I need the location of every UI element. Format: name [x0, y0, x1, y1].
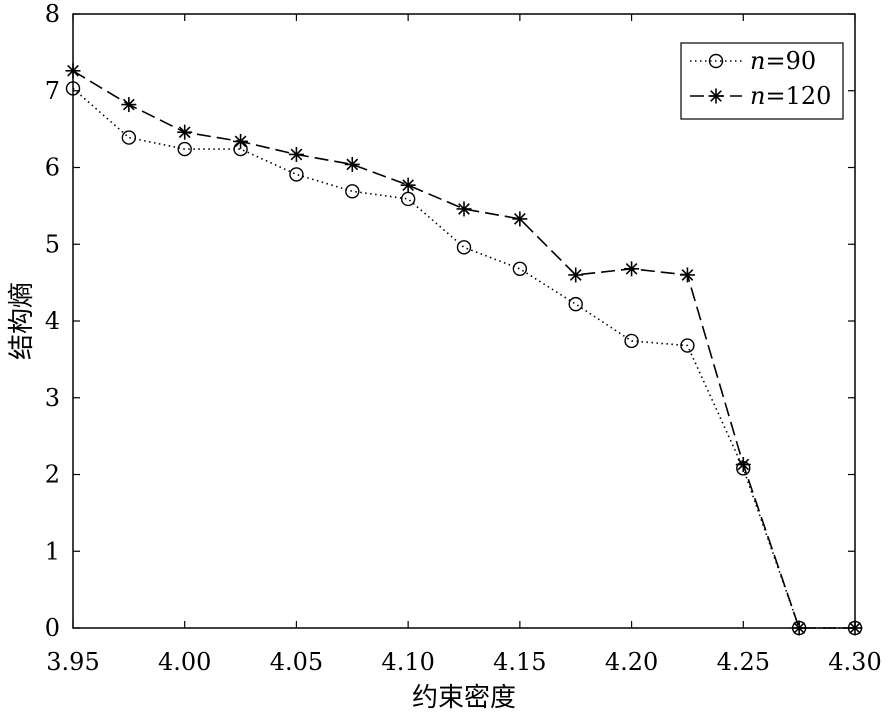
- x-tick-label: 4.30: [828, 648, 881, 676]
- series-line-0: [72, 87, 855, 629]
- x-tick-labels: 3.95 4.00 4.05 4.10 4.15 4.20 4.25 4.30: [46, 648, 881, 676]
- x-tick-label: 4.20: [605, 648, 658, 676]
- y-tick-label: 6: [45, 154, 60, 182]
- data-point-star: [121, 97, 137, 113]
- legend-marker-star: [708, 88, 724, 104]
- series-line-1: [72, 70, 855, 629]
- data-point-circle: [177, 141, 192, 157]
- data-point-star: [177, 124, 193, 140]
- data-point-star: [512, 211, 528, 227]
- data-point-star: [400, 177, 416, 193]
- data-point-circle: [345, 184, 360, 199]
- legend: n=90 n=120: [680, 42, 844, 120]
- data-point-circle: [512, 261, 528, 277]
- data-point-circle: [289, 167, 304, 182]
- legend-box: [680, 42, 844, 120]
- data-point-star: [847, 620, 863, 636]
- data-point-circle: [456, 240, 472, 255]
- x-tick-label: 4.05: [270, 648, 323, 676]
- data-point-circle: [400, 191, 416, 207]
- data-point-star: [791, 620, 807, 636]
- data-point-circle: [65, 81, 81, 96]
- data-point-circle: [680, 338, 695, 353]
- data-point-circle: [568, 296, 583, 312]
- y-tick-label: 5: [45, 230, 60, 258]
- x-tick-label: 4.25: [717, 648, 770, 676]
- y-tick-label: 4: [45, 307, 60, 335]
- y-tick-label: 0: [45, 614, 60, 642]
- x-tick-label: 4.10: [381, 648, 434, 676]
- x-tick-label: 4.15: [493, 648, 546, 676]
- legend-marker-circle: [708, 53, 724, 69]
- data-point-star: [233, 133, 249, 149]
- y-tick-labels: 0 1 2 3 4 5 6 7 8: [45, 0, 60, 642]
- data-point-circle: [624, 333, 639, 349]
- y-tick-label: 3: [45, 384, 60, 412]
- y-tick-label: 7: [45, 77, 60, 105]
- x-tick-label: 3.95: [46, 648, 99, 676]
- legend-label-n120: n=120: [750, 82, 831, 110]
- data-point-star: [65, 63, 81, 79]
- x-tick-label: 4.00: [158, 648, 211, 676]
- y-tick-label: 1: [45, 537, 60, 565]
- data-point-star: [344, 156, 360, 172]
- y-tick-label: 2: [45, 461, 60, 489]
- data-point-star: [568, 267, 584, 283]
- data-point-star: [735, 457, 751, 473]
- x-axis-title: 约束密度: [412, 683, 516, 713]
- data-point-star: [624, 261, 640, 277]
- data-point-star: [456, 201, 472, 217]
- series-layer: [65, 63, 863, 636]
- legend-star-glyph: [708, 88, 724, 104]
- data-point-star: [288, 146, 304, 162]
- legend-label-n90: n=90: [750, 47, 816, 75]
- data-point-star: [679, 267, 695, 283]
- tick-marks: [72, 13, 856, 629]
- y-axis-title: 结构熵: [7, 282, 37, 360]
- y-tick-label: 8: [45, 0, 60, 28]
- data-point-circle: [121, 130, 137, 145]
